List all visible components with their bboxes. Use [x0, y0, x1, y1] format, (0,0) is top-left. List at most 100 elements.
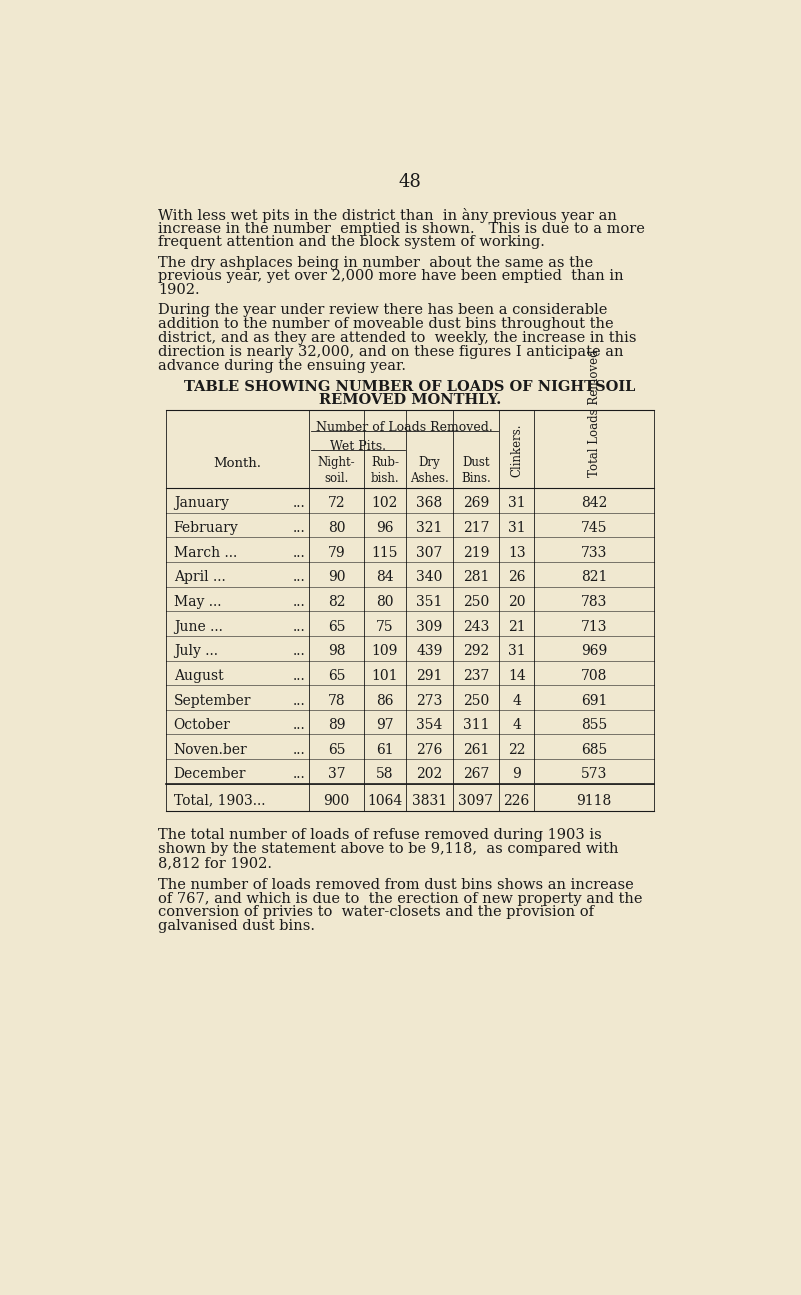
Text: 79: 79: [328, 545, 345, 559]
Text: March ...: March ...: [174, 545, 237, 559]
Text: 368: 368: [417, 496, 443, 510]
Text: The total number of loads of refuse removed during 1903 is: The total number of loads of refuse remo…: [159, 829, 602, 842]
Text: Wet Pits.: Wet Pits.: [330, 439, 386, 452]
Text: 96: 96: [376, 521, 393, 535]
Text: 685: 685: [581, 743, 607, 756]
Text: 969: 969: [581, 645, 607, 658]
Text: 78: 78: [328, 694, 345, 707]
Text: 311: 311: [463, 719, 489, 732]
Text: 573: 573: [581, 768, 607, 781]
Text: 281: 281: [463, 570, 489, 584]
Text: 3097: 3097: [458, 794, 493, 808]
Text: January: January: [174, 496, 228, 510]
Text: shown by the statement above to be 9,118,  as compared with: shown by the statement above to be 9,118…: [159, 842, 618, 856]
Text: 90: 90: [328, 570, 345, 584]
Text: ...: ...: [292, 670, 305, 682]
Text: 98: 98: [328, 645, 345, 658]
Text: 745: 745: [581, 521, 607, 535]
Text: 226: 226: [504, 794, 529, 808]
Text: 4: 4: [513, 694, 521, 707]
Text: Clinkers.: Clinkers.: [510, 423, 523, 478]
Text: 22: 22: [508, 743, 525, 756]
Text: 351: 351: [417, 594, 443, 609]
Text: 292: 292: [463, 645, 489, 658]
Text: 31: 31: [508, 521, 525, 535]
Text: 80: 80: [328, 521, 345, 535]
Text: ...: ...: [292, 694, 305, 707]
Text: 691: 691: [581, 694, 607, 707]
Text: 900: 900: [324, 794, 349, 808]
Text: ...: ...: [292, 743, 305, 756]
Text: May ...: May ...: [174, 594, 221, 609]
Text: Rub-
bish.: Rub- bish.: [371, 456, 399, 484]
Text: 109: 109: [372, 645, 398, 658]
Text: 273: 273: [417, 694, 443, 707]
Text: 65: 65: [328, 670, 345, 682]
Text: 291: 291: [417, 670, 443, 682]
Text: increase in the number  emptied is shown.   This is due to a more: increase in the number emptied is shown.…: [159, 221, 645, 236]
Text: 102: 102: [372, 496, 398, 510]
Text: 20: 20: [508, 594, 525, 609]
Text: 97: 97: [376, 719, 394, 732]
Text: ...: ...: [292, 619, 305, 633]
Text: TABLE SHOWING NUMBER OF LOADS OF NIGHTSOIL: TABLE SHOWING NUMBER OF LOADS OF NIGHTSO…: [184, 381, 636, 394]
Text: 821: 821: [581, 570, 607, 584]
Text: April ...: April ...: [174, 570, 226, 584]
Text: 86: 86: [376, 694, 393, 707]
Text: 58: 58: [376, 768, 393, 781]
Text: conversion of privies to  water-closets and the provision of: conversion of privies to water-closets a…: [159, 905, 594, 919]
Text: 101: 101: [372, 670, 398, 682]
Text: 321: 321: [417, 521, 443, 535]
Text: 31: 31: [508, 496, 525, 510]
Text: ...: ...: [292, 768, 305, 781]
Text: 219: 219: [463, 545, 489, 559]
Text: 1902.: 1902.: [159, 284, 200, 298]
Text: advance during the ensuing year.: advance during the ensuing year.: [159, 359, 406, 373]
Text: direction is nearly 32,000, and on these figures I anticipate an: direction is nearly 32,000, and on these…: [159, 344, 624, 359]
Text: With less wet pits in the district than  in àny previous year an: With less wet pits in the district than …: [159, 207, 617, 223]
Text: During the year under review there has been a considerable: During the year under review there has b…: [159, 303, 608, 317]
Text: Night-
soil.: Night- soil.: [318, 456, 356, 484]
Text: 84: 84: [376, 570, 394, 584]
Text: 340: 340: [417, 570, 443, 584]
Text: 9: 9: [513, 768, 521, 781]
Text: 243: 243: [463, 619, 489, 633]
Text: 82: 82: [328, 594, 345, 609]
Text: 14: 14: [508, 670, 525, 682]
Text: 307: 307: [417, 545, 443, 559]
Text: 37: 37: [328, 768, 345, 781]
Text: of 767, and which is due to  the erection of new property and the: of 767, and which is due to the erection…: [159, 891, 642, 905]
Text: previous year, yet over 2,000 more have been emptied  than in: previous year, yet over 2,000 more have …: [159, 269, 624, 284]
Text: 783: 783: [581, 594, 607, 609]
Text: 237: 237: [463, 670, 489, 682]
Text: 439: 439: [417, 645, 443, 658]
Text: 250: 250: [463, 694, 489, 707]
Text: 267: 267: [463, 768, 489, 781]
Text: July ...: July ...: [174, 645, 218, 658]
Text: 3831: 3831: [412, 794, 447, 808]
Text: 8,812 for 1902.: 8,812 for 1902.: [159, 856, 272, 870]
Text: Dry
Ashes.: Dry Ashes.: [410, 456, 449, 484]
Text: 855: 855: [581, 719, 607, 732]
Text: 72: 72: [328, 496, 345, 510]
Text: 708: 708: [581, 670, 607, 682]
Text: Total, 1903...: Total, 1903...: [174, 794, 265, 808]
Text: 48: 48: [399, 174, 421, 192]
Text: 842: 842: [581, 496, 607, 510]
Text: 80: 80: [376, 594, 393, 609]
Text: September: September: [174, 694, 252, 707]
Text: ...: ...: [292, 521, 305, 535]
Text: 1064: 1064: [368, 794, 403, 808]
Text: frequent attention and the block system of working.: frequent attention and the block system …: [159, 236, 545, 250]
Text: 4: 4: [513, 719, 521, 732]
Text: 65: 65: [328, 619, 345, 633]
Text: Dust
Bins.: Dust Bins.: [461, 456, 491, 484]
Text: 65: 65: [328, 743, 345, 756]
Text: 115: 115: [372, 545, 398, 559]
Text: 276: 276: [417, 743, 443, 756]
Text: 31: 31: [508, 645, 525, 658]
Text: The number of loads removed from dust bins shows an increase: The number of loads removed from dust bi…: [159, 878, 634, 892]
Text: ...: ...: [292, 594, 305, 609]
Text: February: February: [174, 521, 239, 535]
Text: 309: 309: [417, 619, 443, 633]
